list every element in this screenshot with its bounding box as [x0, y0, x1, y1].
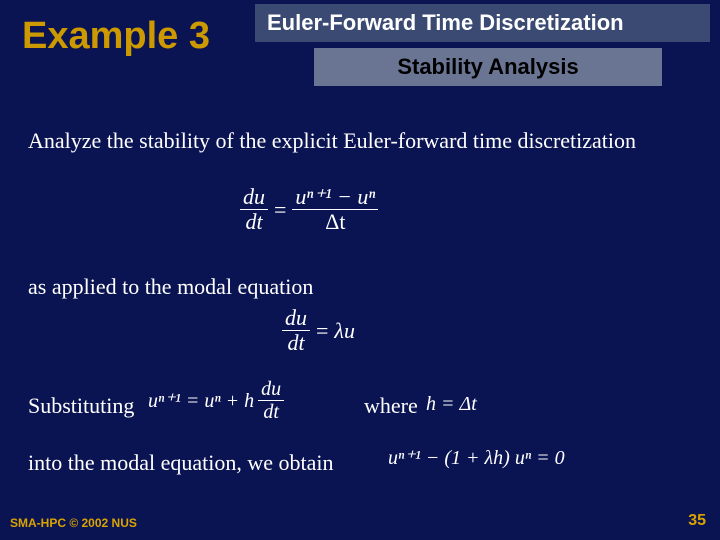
body-line-3a: Substituting	[28, 393, 134, 419]
formula-euler-forward: du dt = uⁿ⁺¹ − uⁿ Δt	[240, 185, 378, 234]
f1-rhs-num: uⁿ⁺¹ − uⁿ	[292, 185, 378, 210]
f3-num: du	[258, 378, 284, 401]
f2-eq: =	[316, 318, 328, 344]
f1-lhs-num: du	[240, 185, 268, 210]
header-tab-topic: Euler-Forward Time Discretization	[255, 4, 710, 42]
page-number: 35	[688, 512, 706, 530]
body-line-2: as applied to the modal equation	[28, 274, 313, 300]
f4-text: uⁿ⁺¹ − (1 + λh) uⁿ = 0	[388, 445, 565, 470]
f2-rhs: λu	[334, 318, 355, 344]
footer-copyright: SMA-HPC © 2002 NUS	[10, 516, 137, 530]
formula-h-definition: h = Δt	[426, 393, 477, 416]
body-line-1: Analyze the stability of the explicit Eu…	[28, 127, 668, 155]
f2-lhs-num: du	[282, 306, 310, 331]
formula-modal-equation: du dt = λu	[282, 306, 355, 355]
f3-den: dt	[258, 401, 284, 423]
formula-substitution: uⁿ⁺¹ = uⁿ + h du dt	[148, 378, 284, 423]
f1-rhs-den: Δt	[292, 210, 378, 234]
f1-lhs-den: dt	[240, 210, 268, 234]
f2-lhs-den: dt	[282, 331, 310, 355]
body-line-3b: where	[364, 393, 418, 419]
f1-eq: =	[274, 197, 286, 223]
formula-result: uⁿ⁺¹ − (1 + λh) uⁿ = 0	[388, 445, 565, 470]
body-line-4: into the modal equation, we obtain	[28, 450, 334, 476]
example-title: Example 3	[22, 15, 210, 58]
f3b-text: h = Δt	[426, 393, 477, 416]
header-tab-subtopic: Stability Analysis	[314, 48, 662, 86]
f3-lhs: uⁿ⁺¹ = uⁿ + h	[148, 388, 254, 413]
